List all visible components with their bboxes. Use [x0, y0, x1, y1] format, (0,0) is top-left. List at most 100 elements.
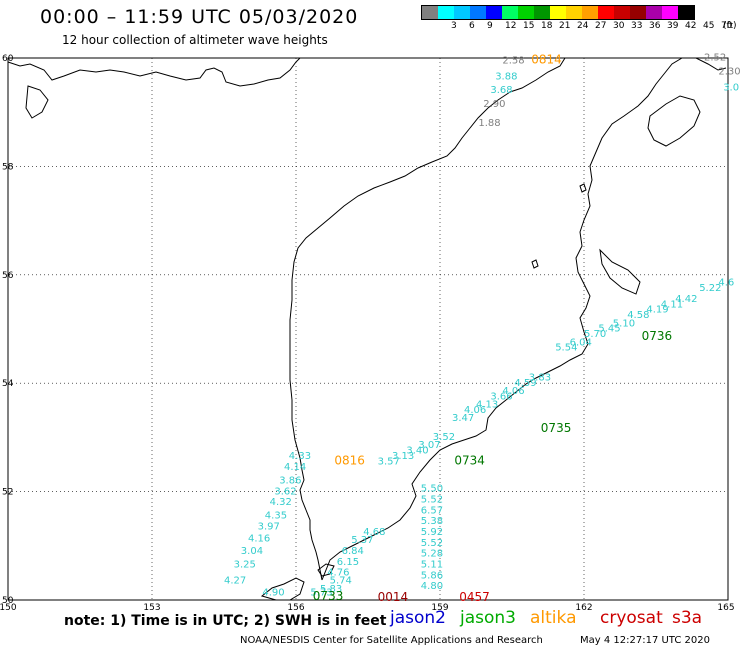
pass-time-label: 0814: [531, 52, 562, 66]
track-time-labels: 0814 0736 0735 0734 0816 0733 0014 0457: [313, 52, 672, 604]
wave-height-value: 4.32: [270, 497, 292, 508]
longitude-label: 156: [287, 603, 304, 613]
wave-height-value: 5.74: [330, 576, 352, 587]
kamchatka-bay: [599, 248, 641, 295]
wave-height-value: 5.11: [421, 559, 443, 570]
satellite-legend-jason2: jason2: [390, 608, 446, 628]
wave-height-value: 6.57: [421, 505, 443, 516]
wave-height-value: 4.06: [502, 386, 524, 397]
wave-height-value: 3.40: [406, 446, 428, 457]
wave-height-value: 4.14: [284, 462, 306, 473]
longitude-label: 150: [0, 603, 17, 613]
color-scale-label: 9: [487, 21, 493, 31]
okhotsk-inlet: [25, 85, 49, 119]
wave-height-value: 5.50: [421, 484, 443, 495]
kuril-island-2: [317, 563, 335, 577]
color-scale-label: 18: [541, 21, 553, 31]
color-scale-label: 42: [685, 21, 697, 31]
wave-height-value: 6.15: [337, 557, 359, 568]
wave-height-value: 3.88: [495, 72, 517, 83]
wave-height-value: 5.37: [351, 535, 373, 546]
color-scale-label: 36: [649, 21, 661, 31]
satellite-legend-s3a: s3a: [672, 608, 703, 628]
satellite-legend-jason3: jason3: [460, 608, 516, 628]
wave-height-value: 4.59: [514, 378, 536, 389]
kamchatka-east-coast: [321, 57, 727, 581]
color-scale-unit: (ft): [723, 21, 737, 31]
longitude-label: 159: [431, 603, 448, 613]
color-scale-label: 3: [451, 21, 457, 31]
latitude-label: 54: [2, 379, 14, 389]
wave-height-value: 5.28: [421, 549, 443, 560]
wave-height-value: 4.35: [265, 511, 287, 522]
color-scale-swatch: [614, 6, 630, 19]
pass-time-label: 0816: [334, 454, 365, 468]
wave-height-value: 3.07: [418, 440, 440, 451]
wave-height-value: 5.38: [421, 516, 443, 527]
kamchatka-west-coast: [289, 57, 566, 581]
wave-height-value: 5.73: [310, 588, 332, 599]
wave-height-value: 2.52: [704, 53, 726, 64]
wave-height-value: 3.25: [234, 559, 256, 570]
footer-note: note: 1) Time is in UTC; 2) SWH is in fe…: [64, 613, 387, 629]
pass-time-label: 0457: [459, 590, 490, 604]
color-scale-swatches: [421, 5, 695, 20]
longitude-label: 162: [575, 603, 592, 613]
wave-height-value: 6.84: [342, 546, 364, 557]
small-island-1: [531, 259, 539, 269]
okhotsk-north-coast: [7, 57, 301, 87]
latitude-label: 58: [2, 162, 14, 172]
wave-height-value: 5.83: [320, 584, 342, 595]
color-scale-labels: 3 6 9 12 15 18 21 24 27 30 33 36 39 42 45 70 (ft): [421, 20, 737, 32]
generated-timestamp: May 4 12:27:17 UTC 2020: [580, 635, 710, 646]
color-scale-label: 12: [505, 21, 517, 31]
pass-time-label: 0734: [454, 454, 485, 468]
pass-time-label: 0733: [313, 589, 344, 603]
wave-height-value: 5.92: [421, 527, 443, 538]
latitude-label: 50: [2, 596, 14, 606]
wave-height-value: 4.80: [421, 581, 443, 592]
wave-height-value: 5.52: [421, 538, 443, 549]
color-scale-label: 27: [595, 21, 607, 31]
color-scale-swatch: [550, 6, 566, 19]
latitude-label: 56: [2, 271, 14, 281]
color-scale-swatch: [518, 6, 534, 19]
color-scale-label: 39: [667, 21, 679, 31]
color-scale-swatch: [454, 6, 470, 19]
wave-height-value: 4.6: [718, 278, 734, 289]
wave-height-value: 4.68: [363, 527, 385, 538]
wave-height-value: 2.30: [718, 66, 740, 77]
wave-height-value: 2.90: [483, 99, 505, 110]
page-subtitle: 12 hour collection of altimeter wave hei…: [62, 33, 328, 47]
wave-height-value: 3.83: [529, 372, 551, 383]
wave-height-value: 4.90: [262, 588, 284, 599]
color-scale-label: 6: [469, 21, 475, 31]
wave-height-value: 2.58: [502, 55, 524, 66]
pass-time-label: 0014: [378, 590, 409, 604]
wave-height-value: 4.06: [464, 405, 486, 416]
color-scale-swatch: [534, 6, 550, 19]
satellite-legend-altika: altika: [530, 608, 577, 628]
color-scale-label: 24: [577, 21, 589, 31]
color-scale-swatch: [470, 6, 486, 19]
small-island-2: [579, 183, 587, 193]
color-scale-swatch: [582, 6, 598, 19]
wave-height-value: 3.0: [723, 83, 739, 94]
wave-height-value: 4.11: [661, 299, 683, 310]
wave-height-value: 4.13: [476, 400, 498, 411]
pass-time-label: 0736: [642, 329, 673, 343]
color-scale-label: 21: [559, 21, 571, 31]
pass-time-label: 0735: [541, 421, 572, 435]
color-scale-label: 33: [631, 21, 643, 31]
wave-height-value: 3.47: [452, 413, 474, 424]
wave-height-value: 1.88: [478, 118, 500, 129]
kuril-island-1: [260, 577, 305, 601]
wave-height-value: 5.22: [699, 283, 721, 294]
color-scale-swatch: [486, 6, 502, 19]
wave-height-value: 5.45: [598, 324, 620, 335]
color-scale-swatch: [630, 6, 646, 19]
longitude-label: 153: [143, 603, 160, 613]
color-scale-label: 45: [703, 21, 715, 31]
wave-height-value: 5.52: [421, 494, 443, 505]
